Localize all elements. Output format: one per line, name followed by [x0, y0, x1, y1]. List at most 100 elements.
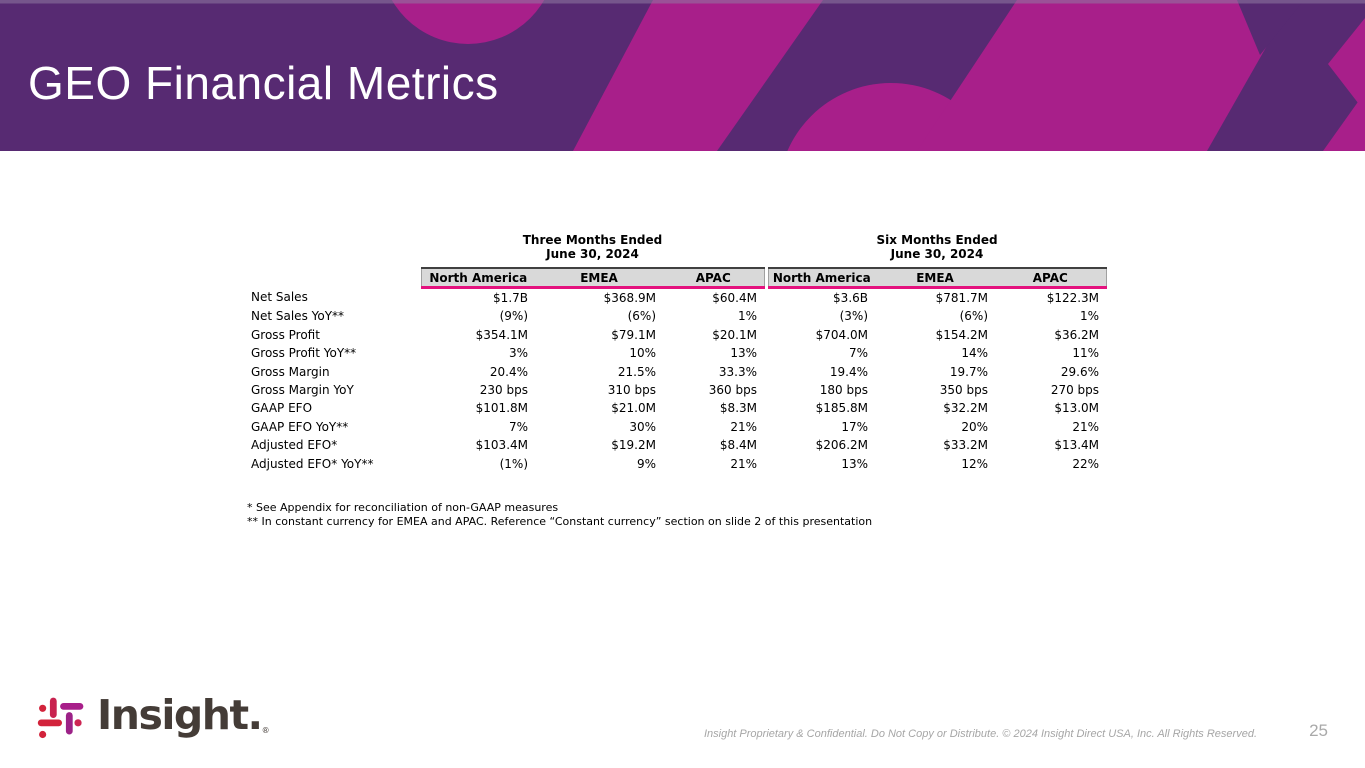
metric-value: 17%: [841, 419, 868, 434]
metric-value: 19.7%: [949, 364, 988, 379]
metric-value: $8.4M: [719, 438, 757, 453]
geo-financial-table: Three Months Ended June 30, 2024 Six Mon…: [251, 233, 1107, 474]
row-label: GAAP EFO: [251, 401, 313, 416]
metric-value: $19.2M: [611, 438, 656, 453]
registered-mark: ®: [261, 726, 270, 735]
metric-value: $206.2M: [815, 438, 868, 453]
footnote-line: ** In constant currency for EMEA and APA…: [247, 514, 873, 528]
period-title-line1: Three Months Ended: [522, 233, 663, 247]
spacer-cell: [251, 268, 421, 288]
insight-logo-text: Insight.®: [97, 686, 270, 760]
group-gap: [764, 234, 768, 268]
metric-value: 360 bps: [708, 383, 757, 398]
column-header: EMEA: [535, 267, 663, 289]
group-gap: [764, 268, 768, 288]
table-row: Gross Margin YoY 230 bps 310 bps 360 bps…: [251, 381, 1106, 400]
group-gap: [764, 399, 768, 418]
row-label: GAAP EFO YoY**: [251, 419, 349, 434]
page-number: 25: [1309, 721, 1328, 740]
brand-name: Insight.: [97, 691, 263, 739]
footnote-line: * See Appendix for reconciliation of non…: [247, 501, 559, 514]
metric-value: $354.1M: [475, 327, 528, 342]
metric-value: (9%): [499, 309, 528, 324]
banner-graphic: [0, 0, 1365, 151]
column-header: APAC: [995, 267, 1107, 289]
row-label: Gross Margin YoY: [251, 383, 354, 398]
row-label: Adjusted EFO* YoY**: [251, 456, 374, 471]
metric-value: $79.1M: [611, 327, 656, 342]
metric-value: 10%: [629, 346, 656, 361]
spacer-cell: [251, 234, 421, 268]
metric-value: $103.4M: [475, 438, 528, 453]
metric-value: 13%: [730, 346, 757, 361]
row-label: Net Sales YoY**: [251, 309, 345, 324]
metric-value: $101.8M: [475, 401, 528, 416]
row-label: Net Sales: [251, 290, 308, 305]
row-label: Gross Profit: [251, 327, 320, 342]
metric-value: $368.9M: [603, 291, 656, 305]
metric-value: 1%: [1079, 309, 1100, 324]
metric-value: $33.2M: [943, 438, 988, 453]
metric-value: (6%): [627, 309, 656, 324]
group-gap: [764, 325, 768, 345]
metric-value: $781.7M: [935, 291, 988, 305]
metric-value: 350 bps: [939, 383, 988, 398]
metric-value: 9%: [636, 456, 656, 471]
metric-value: $36.2M: [1054, 327, 1100, 342]
metric-value: $704.0M: [815, 327, 868, 342]
metric-value: $60.4M: [712, 291, 757, 305]
metric-value: (6%): [959, 309, 988, 324]
metric-value: $1.7B: [493, 291, 528, 305]
period-header-three-months: Three Months Ended June 30, 2024: [421, 233, 764, 268]
metric-value: $32.2M: [943, 401, 988, 416]
metric-value: $13.4M: [1054, 438, 1100, 453]
group-gap: [764, 307, 768, 326]
metric-value: $8.3M: [719, 401, 757, 416]
metric-value: 12%: [961, 456, 988, 471]
row-label: Adjusted EFO*: [251, 438, 338, 453]
metric-value: (3%): [839, 309, 868, 324]
metric-value: 3%: [508, 346, 528, 361]
period-header-row: Three Months Ended June 30, 2024 Six Mon…: [251, 233, 1106, 268]
table-row: Net Sales $1.7B $368.9M $60.4M $3.6B $78…: [251, 287, 1106, 308]
row-label: Gross Profit YoY**: [251, 346, 357, 361]
table-row: Gross Margin 20.4% 21.5% 33.3% 19.4% 19.…: [251, 362, 1106, 382]
page-title: GEO Financial Metrics: [28, 57, 499, 109]
geo-financial-table-wrap: Three Months Ended June 30, 2024 Six Mon…: [251, 233, 1107, 474]
column-header: APAC: [663, 267, 765, 289]
column-header: EMEA: [875, 267, 995, 289]
row-label: Gross Margin: [251, 364, 330, 379]
metric-value: $13.0M: [1054, 401, 1100, 416]
period-title-line2: June 30, 2024: [890, 246, 984, 261]
metric-value: 30%: [629, 419, 656, 434]
metric-value: $185.8M: [815, 401, 868, 416]
metric-value: 19.4%: [829, 364, 868, 379]
metric-value: $154.2M: [935, 327, 988, 342]
column-header-row: North America EMEA APAC North America EM…: [251, 267, 1107, 289]
table-row: Adjusted EFO* $103.4M $19.2M $8.4M $206.…: [251, 436, 1106, 455]
metric-value: $21.0M: [611, 401, 656, 416]
metric-value: 20.4%: [489, 364, 528, 379]
metric-value: 7%: [848, 346, 868, 361]
metric-value: 11%: [1072, 346, 1100, 361]
table-row: Adjusted EFO* YoY** (1%) 9% 21% 13% 12% …: [251, 454, 1106, 474]
metric-value: 270 bps: [1050, 383, 1100, 398]
period-title-line2: June 30, 2024: [546, 246, 639, 261]
metric-value: $20.1M: [712, 327, 757, 342]
footnotes: * See Appendix for reconciliation of non…: [247, 501, 872, 528]
metric-value: 7%: [508, 419, 528, 434]
metric-value: 20%: [961, 419, 988, 434]
metric-value: 14%: [961, 346, 988, 361]
column-header: North America: [767, 267, 875, 289]
metric-value: 310 bps: [607, 383, 656, 398]
metric-value: $3.6B: [833, 291, 868, 305]
metric-value: 29.6%: [1060, 364, 1100, 379]
metric-value: 21%: [730, 419, 757, 434]
insight-hash-logo-icon: [37, 697, 84, 739]
group-gap: [764, 381, 768, 400]
metric-value: 22%: [1072, 456, 1100, 471]
metric-value: 230 bps: [479, 383, 528, 398]
group-gap: [764, 436, 768, 455]
metric-value: (1%): [499, 456, 528, 471]
